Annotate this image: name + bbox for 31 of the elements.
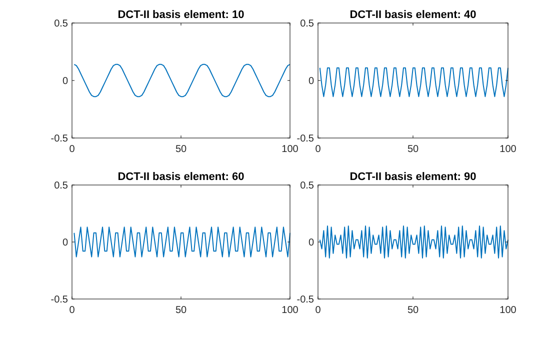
x-tick-label: 100 — [282, 305, 299, 316]
line-series — [74, 64, 290, 98]
y-tick-label: 0 — [308, 238, 314, 248]
y-tick-label: 0 — [62, 238, 68, 248]
chart-title: DCT-II basis element: 10 — [118, 9, 244, 21]
y-tick-label: -0.5 — [50, 134, 68, 144]
x-tick-label: 50 — [175, 305, 187, 316]
y-tick-label: 0.5 — [54, 180, 68, 192]
line-series — [319, 226, 508, 258]
y-tick-label: -0.5 — [50, 294, 68, 306]
y-tick-label: 0.5 — [54, 18, 68, 30]
x-tick-label: 100 — [282, 144, 299, 155]
x-tick-label: 0 — [69, 305, 76, 316]
y-tick-label: -0.5 — [296, 294, 314, 306]
x-tick-label: 100 — [500, 144, 517, 155]
x-tick-label: 50 — [407, 144, 419, 155]
x-tick-label: 0 — [69, 144, 76, 155]
x-tick-label: 0 — [315, 144, 322, 155]
chart-title: DCT-II basis element: 60 — [118, 171, 244, 183]
y-tick-label: 0 — [308, 76, 314, 87]
y-tick-label: 0 — [62, 76, 68, 87]
y-tick-label: -0.5 — [296, 134, 314, 144]
x-tick-label: 50 — [407, 305, 419, 316]
chart-title: DCT-II basis element: 90 — [350, 171, 476, 183]
x-tick-label: 100 — [500, 305, 517, 316]
y-tick-label: 0.5 — [300, 18, 314, 30]
x-tick-label: 0 — [315, 305, 322, 316]
x-tick-label: 50 — [175, 144, 187, 155]
line-series — [74, 226, 290, 258]
chart-title: DCT-II basis element: 40 — [350, 9, 476, 21]
y-tick-label: 0.5 — [300, 180, 314, 192]
